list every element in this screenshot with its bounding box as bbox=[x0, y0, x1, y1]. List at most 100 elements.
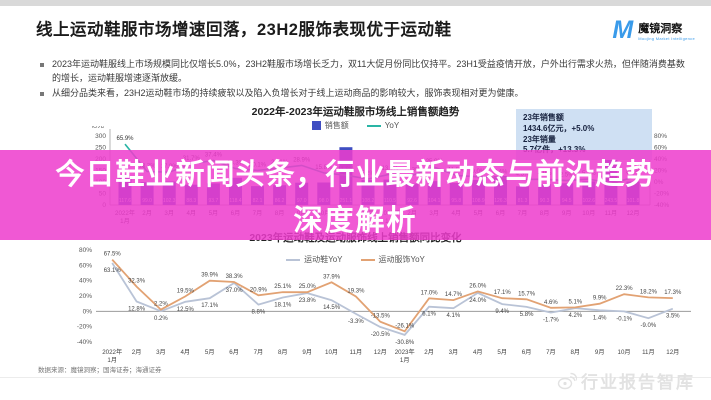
chart1-legend: 销售额 YoY bbox=[0, 120, 711, 131]
svg-text:20%: 20% bbox=[79, 293, 92, 300]
svg-text:25.1%: 25.1% bbox=[274, 284, 292, 290]
svg-text:63.1%: 63.1% bbox=[104, 268, 122, 274]
svg-text:5.8%: 5.8% bbox=[520, 312, 534, 318]
svg-text:6月: 6月 bbox=[229, 349, 239, 356]
legend-item-apparel: 运动服饰YoY bbox=[360, 254, 425, 265]
svg-text:18.2%: 18.2% bbox=[640, 289, 658, 295]
legend-label: 运动鞋YoY bbox=[304, 255, 343, 264]
yoy-comparison-chart: 80% 60% 40% 20% 0% -20% -40% 67.5% 32.3% 2.2% 19.5… bbox=[77, 247, 691, 364]
svg-text:8月: 8月 bbox=[278, 349, 288, 356]
legend-label: YoY bbox=[384, 121, 400, 130]
svg-text:32.3%: 32.3% bbox=[128, 279, 146, 285]
svg-text:9月: 9月 bbox=[302, 349, 312, 356]
shoes-line-swatch-icon bbox=[286, 258, 301, 261]
legend-label: 运动服饰YoY bbox=[378, 255, 425, 264]
svg-text:80%: 80% bbox=[654, 133, 667, 140]
brand-logo: M 魔镜洞察 Moojing Market Intelligence bbox=[612, 18, 695, 43]
svg-text:亿元: 亿元 bbox=[91, 126, 105, 129]
svg-text:6月: 6月 bbox=[522, 349, 532, 356]
bullet-item: 从细分品类来看，23H2运动鞋市场的持续疲软以及陷入负增长对于线上运动商品的影响… bbox=[40, 87, 692, 101]
svg-text:10月: 10月 bbox=[325, 349, 338, 356]
svg-text:80%: 80% bbox=[79, 247, 92, 254]
svg-text:4月: 4月 bbox=[473, 349, 483, 356]
svg-text:-0.1%: -0.1% bbox=[616, 316, 632, 322]
svg-text:3.5%: 3.5% bbox=[666, 314, 680, 320]
svg-text:65.9%: 65.9% bbox=[116, 136, 134, 142]
svg-text:26.0%: 26.0% bbox=[469, 283, 487, 289]
logo-m-icon: M bbox=[612, 16, 634, 44]
svg-text:10月: 10月 bbox=[618, 349, 631, 356]
headline-line2: 深度解析 bbox=[293, 205, 418, 237]
svg-text:11月: 11月 bbox=[642, 349, 655, 356]
svg-text:9.4%: 9.4% bbox=[495, 309, 509, 315]
svg-text:24.0%: 24.0% bbox=[469, 298, 487, 304]
svg-text:5月: 5月 bbox=[497, 349, 507, 356]
svg-text:250: 250 bbox=[95, 145, 106, 152]
legend-item-shoes: 运动鞋YoY bbox=[286, 254, 343, 265]
svg-text:20.9%: 20.9% bbox=[250, 287, 268, 293]
svg-text:9.9%: 9.9% bbox=[593, 296, 607, 302]
svg-text:4.2%: 4.2% bbox=[568, 313, 582, 319]
svg-text:-1.7%: -1.7% bbox=[543, 318, 559, 324]
headline-line1: 今日鞋业新闻头条，行业最新动态与前沿趋势 bbox=[55, 159, 656, 191]
annotation-line: 23年销售额 bbox=[523, 113, 564, 122]
sales-swatch-icon bbox=[311, 121, 321, 130]
page-title: 线上运动鞋服市场增速回落，23H2服饰表现优于运动鞋 bbox=[36, 21, 452, 39]
annotation-line: 23年销量 bbox=[523, 134, 556, 144]
headline-banner-overlay: 今日鞋业新闻头条，行业最新动态与前沿趋势 深度解析 bbox=[0, 150, 711, 240]
svg-text:25.0%: 25.0% bbox=[299, 284, 317, 290]
chart2-legend: 运动鞋YoY 运动服饰YoY bbox=[0, 254, 711, 265]
svg-text:22.3%: 22.3% bbox=[616, 286, 634, 292]
svg-text:4.6%: 4.6% bbox=[544, 300, 558, 306]
svg-text:4月: 4月 bbox=[180, 349, 190, 356]
svg-text:5月: 5月 bbox=[205, 349, 215, 356]
svg-text:12月: 12月 bbox=[374, 349, 387, 356]
svg-text:2022年: 2022年 bbox=[102, 348, 122, 356]
legend-item-sales: 销售额 bbox=[311, 120, 349, 131]
svg-text:2.2%: 2.2% bbox=[154, 302, 168, 308]
chart1-title: 2022年-2023年运动鞋服市场线上销售额趋势 bbox=[251, 106, 460, 118]
top-strip bbox=[0, 0, 711, 6]
svg-text:38.3%: 38.3% bbox=[226, 274, 244, 280]
bullet-item: 2023年运动鞋服线上市场规模同比仅增长5.0%，23H2鞋服市场增长乏力，双1… bbox=[40, 58, 692, 85]
svg-text:18.1%: 18.1% bbox=[274, 303, 292, 309]
weibo-icon bbox=[557, 372, 577, 389]
svg-text:19.3%: 19.3% bbox=[347, 289, 365, 295]
svg-text:-9.0%: -9.0% bbox=[641, 323, 657, 329]
yoy-swatch-icon bbox=[366, 124, 381, 127]
svg-text:1月: 1月 bbox=[107, 357, 117, 364]
logo-subtitle: Moojing Market Intelligence bbox=[638, 36, 695, 41]
svg-text:6.1%: 6.1% bbox=[422, 312, 436, 318]
svg-text:-3.3%: -3.3% bbox=[348, 319, 364, 325]
svg-text:11月: 11月 bbox=[350, 349, 363, 356]
svg-text:0%: 0% bbox=[83, 308, 93, 315]
svg-text:8月: 8月 bbox=[570, 349, 580, 356]
svg-text:12.5%: 12.5% bbox=[177, 307, 195, 313]
watermark-text: 行业报告智库 bbox=[581, 373, 695, 392]
svg-text:12月: 12月 bbox=[666, 349, 679, 356]
svg-text:8.8%: 8.8% bbox=[252, 310, 266, 316]
svg-text:19.5%: 19.5% bbox=[177, 288, 195, 294]
svg-text:2月: 2月 bbox=[424, 349, 434, 356]
svg-text:0.2%: 0.2% bbox=[154, 316, 168, 322]
svg-text:67.5%: 67.5% bbox=[104, 252, 122, 258]
svg-text:-26.1%: -26.1% bbox=[395, 323, 415, 329]
svg-text:3月: 3月 bbox=[449, 349, 459, 356]
annotation-line: 5.7亿件，+13.3% bbox=[523, 145, 645, 156]
svg-text:37.9%: 37.9% bbox=[323, 274, 341, 280]
svg-text:7月: 7月 bbox=[254, 349, 264, 356]
logo-name: 魔镜洞察 bbox=[638, 23, 683, 35]
svg-text:60%: 60% bbox=[79, 262, 92, 269]
svg-text:12.8%: 12.8% bbox=[128, 307, 146, 313]
svg-text:1月: 1月 bbox=[400, 357, 410, 364]
svg-text:23.8%: 23.8% bbox=[299, 298, 317, 304]
legend-label: 销售额 bbox=[324, 121, 349, 130]
apparel-line-swatch-icon bbox=[360, 258, 375, 261]
svg-text:-30.8%: -30.8% bbox=[395, 340, 415, 346]
svg-text:17.1%: 17.1% bbox=[201, 303, 219, 309]
svg-text:7月: 7月 bbox=[546, 349, 556, 356]
svg-text:-20.5%: -20.5% bbox=[371, 332, 391, 338]
svg-text:300: 300 bbox=[95, 133, 106, 140]
svg-text:-13.5%: -13.5% bbox=[371, 314, 391, 320]
svg-text:17.0%: 17.0% bbox=[421, 290, 439, 296]
